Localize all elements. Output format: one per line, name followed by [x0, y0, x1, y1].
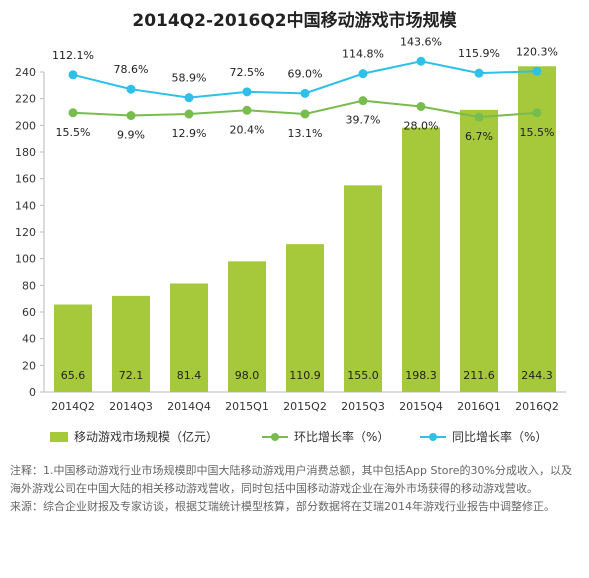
- yoy-label: 143.6%: [400, 35, 442, 48]
- legend-yoy-swatch: [420, 432, 446, 442]
- legend-item-yoy: 同比增长率（%）: [420, 428, 547, 445]
- legend-label-market-size: 移动游戏市场规模（亿元）: [74, 430, 219, 444]
- yoy-point: [242, 87, 252, 97]
- mom-label: 20.4%: [230, 123, 265, 136]
- mom-point: [358, 96, 368, 106]
- x-tick-label: 2014Q3: [109, 400, 153, 413]
- bar: [228, 261, 266, 392]
- yoy-point: [532, 66, 542, 76]
- bar-value-label: 72.1: [119, 369, 144, 382]
- yoy-point: [300, 88, 310, 98]
- bar-value-label: 98.0: [235, 369, 260, 382]
- bar: [344, 185, 382, 392]
- mom-point: [68, 108, 78, 118]
- footnotes: 注释：1.中国移动游戏行业市场规模即中国大陆移动游戏用户消费总额，其中包括App…: [10, 462, 582, 516]
- mom-point: [416, 102, 426, 111]
- bar: [402, 127, 440, 392]
- legend-bar-swatch: [50, 431, 68, 442]
- mom-label: 13.1%: [288, 127, 323, 140]
- y-tick-label: 100: [15, 253, 36, 266]
- x-tick-label: 2016Q1: [457, 400, 501, 413]
- bar: [112, 295, 150, 392]
- yoy-label: 72.5%: [230, 66, 265, 79]
- legend-item-market-size: 移动游戏市场规模（亿元）: [50, 428, 218, 445]
- bar: [518, 66, 556, 393]
- mom-point: [300, 109, 310, 119]
- note-annotation: 注释：1.中国移动游戏行业市场规模即中国大陆移动游戏用户消费总额，其中包括App…: [10, 464, 573, 495]
- mom-point: [242, 105, 252, 115]
- mom-point: [126, 111, 136, 121]
- yoy-point: [68, 70, 78, 80]
- bar-value-label: 198.3: [405, 369, 437, 382]
- bar-value-label: 155.0: [347, 369, 379, 382]
- y-tick-label: 60: [22, 306, 36, 319]
- mom-label: 15.5%: [520, 126, 555, 139]
- yoy-label: 58.9%: [172, 72, 207, 85]
- yoy-label: 115.9%: [458, 47, 500, 60]
- yoy-point: [184, 93, 194, 103]
- bar-value-label: 65.6: [61, 369, 86, 382]
- y-tick-label: 80: [22, 279, 36, 292]
- legend-label-yoy: 同比增长率（%）: [452, 430, 548, 444]
- bar-value-label: 211.6: [463, 369, 495, 382]
- yoy-point: [126, 84, 136, 94]
- y-tick-label: 120: [15, 226, 36, 239]
- y-tick-label: 0: [29, 386, 36, 399]
- x-tick-label: 2015Q2: [283, 400, 327, 413]
- y-tick-label: 220: [15, 93, 36, 106]
- x-tick-label: 2015Q3: [341, 400, 385, 413]
- legend-label-mom: 环比增长率（%）: [294, 430, 390, 444]
- note-source: 来源：综合企业财报及专家访谈，根据艾瑞统计模型核算，部分数据将在艾瑞2014年游…: [10, 500, 555, 513]
- chart-area: 0 20 40 60 80 100 120 140 160 180 200 220 240 65.6 201…: [15, 35, 566, 413]
- bar: [54, 304, 92, 392]
- yoy-label: 69.0%: [288, 67, 323, 80]
- mom-point: [474, 112, 484, 122]
- x-tick-label: 2015Q4: [399, 400, 443, 413]
- y-tick-label: 40: [22, 333, 36, 346]
- bar: [286, 244, 324, 392]
- x-tick-label: 2015Q1: [225, 400, 269, 413]
- yoy-point: [474, 68, 484, 78]
- yoy-label: 78.6%: [114, 63, 149, 76]
- bar: [460, 109, 498, 392]
- mom-label: 28.0%: [404, 120, 439, 133]
- mom-point: [532, 108, 542, 118]
- mom-label: 15.5%: [56, 126, 91, 139]
- mom-label: 6.7%: [465, 130, 493, 143]
- x-tick-label: 2016Q2: [515, 400, 559, 413]
- yoy-label: 120.3%: [516, 45, 558, 58]
- bar-value-label: 81.4: [177, 369, 202, 382]
- x-tick-label: 2014Q4: [167, 400, 211, 413]
- y-tick-label: 20: [22, 359, 36, 372]
- yoy-label: 112.1%: [52, 49, 94, 62]
- y-tick-label: 240: [15, 66, 36, 79]
- mom-point: [184, 109, 194, 119]
- bar-value-label: 244.3: [521, 369, 553, 382]
- y-tick-label: 160: [15, 173, 36, 186]
- yoy-point: [358, 69, 368, 79]
- mom-label: 9.9%: [117, 129, 145, 142]
- legend-item-mom: 环比增长率（%）: [262, 428, 389, 445]
- bar: [170, 283, 208, 392]
- y-tick-label: 140: [15, 199, 36, 212]
- yoy-label: 114.8%: [342, 48, 384, 61]
- legend-mom-swatch: [262, 432, 288, 442]
- legend: 移动游戏市场规模（亿元） 环比增长率（%） 同比增长率（%）: [0, 428, 589, 448]
- y-tick-label: 200: [15, 119, 36, 132]
- x-tick-label: 2014Q2: [51, 400, 95, 413]
- chart-title: 2014Q2-2016Q2中国移动游戏市场规模: [132, 11, 457, 31]
- mom-label: 39.7%: [346, 114, 381, 127]
- y-tick-label: 180: [15, 146, 36, 159]
- mom-label: 12.9%: [172, 127, 207, 140]
- yoy-point: [416, 56, 426, 66]
- bar-value-label: 110.9: [289, 369, 321, 382]
